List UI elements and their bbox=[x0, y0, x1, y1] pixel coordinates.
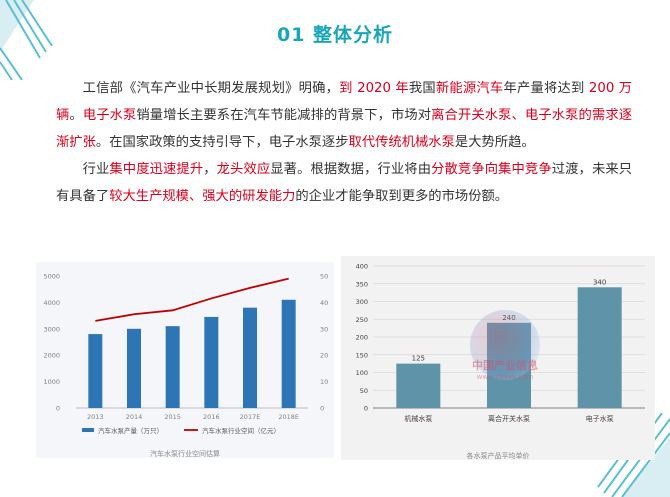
y-tick-label: 3000 bbox=[43, 325, 60, 333]
bar bbox=[243, 307, 257, 408]
text-run: 销量增长主要系在汽车节能减排的背景下，市场对 bbox=[136, 108, 432, 123]
production-chart-svg: 0 1000 2000 3000 4000 5000 0 10 20 30 40 50 2013 2014… bbox=[43, 273, 328, 436]
bar bbox=[396, 363, 441, 408]
watermark-name: 中国产业信息 bbox=[472, 359, 538, 372]
corner-decoration-top-left bbox=[0, 0, 53, 80]
y-tick-label: 5000 bbox=[43, 273, 60, 281]
y-tick-label: 400 bbox=[356, 263, 368, 271]
watermark-logo bbox=[470, 310, 540, 380]
legend-swatch-bar bbox=[82, 428, 94, 432]
data-label: 340 bbox=[593, 278, 606, 286]
bar bbox=[204, 316, 219, 408]
price-chart-svg: 0 50 100 150 200 250 300 350 400 125 机械水泵 240 离合开关水泵… bbox=[356, 263, 645, 423]
y-tick-label: 150 bbox=[356, 351, 368, 359]
highlight-text: 到 2020 年 bbox=[339, 81, 409, 96]
bar bbox=[281, 299, 296, 408]
x-tick-label: 离合开关水泵 bbox=[488, 414, 530, 423]
y-tick-label: 2000 bbox=[43, 352, 60, 360]
highlight-text: 分散竞争向集中竞争 bbox=[431, 162, 552, 177]
y-tick-label: 300 bbox=[356, 298, 368, 306]
y-tick-label: 1000 bbox=[43, 378, 60, 386]
y2-tick-label: 20 bbox=[320, 352, 328, 360]
text-run: ， bbox=[203, 162, 217, 177]
y2-tick-label: 30 bbox=[320, 325, 328, 333]
data-label: 240 bbox=[502, 314, 515, 322]
bar bbox=[577, 287, 622, 408]
chart1-caption: 汽车水泵行业空间估算 bbox=[150, 450, 220, 458]
highlight-text: 较大生产规模、强大的研发能力 bbox=[109, 189, 296, 204]
x-tick-label: 2013 bbox=[87, 413, 104, 421]
text-run: 我国 bbox=[408, 81, 436, 96]
y-tick-label: 250 bbox=[356, 316, 368, 324]
data-label: 125 bbox=[412, 355, 425, 363]
legend-label: 汽车水泵行业空间（亿元） bbox=[202, 426, 280, 435]
text-run: 显著。根据数据，行业将由 bbox=[270, 162, 432, 177]
text-run: 过渡，未来只有具备了 bbox=[56, 162, 633, 204]
y2-tick-label: 10 bbox=[320, 378, 328, 386]
x-tick-label: 机械水泵 bbox=[404, 414, 432, 423]
highlight-text: 取代传统机械水泵 bbox=[348, 135, 455, 150]
body-text: 工信部《汽车产业中长期发展规划》明确，到 2020 年我国新能源汽车年产量将达到… bbox=[56, 75, 632, 210]
y-tick-label: 350 bbox=[356, 280, 368, 288]
y-tick-label: 50 bbox=[360, 387, 368, 395]
x-tick-label: 2016 bbox=[203, 413, 220, 421]
highlight-text: 离合开关水泵、电子水泵的需求逐渐扩张 bbox=[56, 108, 633, 150]
y-tick-label: 0 bbox=[364, 405, 368, 413]
x-tick-label: 2017E bbox=[240, 413, 261, 421]
x-tick-label: 电子水泵 bbox=[586, 414, 614, 423]
text-run: 年产量将达到 bbox=[503, 81, 589, 96]
bar bbox=[88, 334, 103, 408]
y2-tick-label: 40 bbox=[320, 299, 328, 307]
y-tick-label: 4000 bbox=[43, 299, 60, 307]
y-tick-label: 0 bbox=[56, 405, 60, 413]
production-chart: 0 1000 2000 3000 4000 5000 0 10 20 30 40 50 2013 2014… bbox=[36, 262, 334, 458]
y2-tick-label: 0 bbox=[320, 405, 324, 413]
highlight-text: 200 万辆 bbox=[56, 81, 633, 123]
watermark-url: www.chyxx.com bbox=[476, 373, 534, 381]
text-run: 工信部《汽车产业中长期发展规划》明确， bbox=[82, 81, 340, 96]
chart2-caption: 各水泵产品平均单价 bbox=[466, 452, 530, 460]
highlight-text: 龙头效应 bbox=[216, 162, 271, 177]
page-title: 01 整体分析 bbox=[276, 24, 394, 46]
y-tick-label: 200 bbox=[356, 334, 368, 342]
paragraph: 工信部《汽车产业中长期发展规划》明确，到 2020 年我国新能源汽车年产量将达到… bbox=[56, 75, 632, 156]
x-tick-label: 2018E bbox=[278, 413, 299, 421]
text-run: 。在国家政策的支持引导下，电子水泵逐步 bbox=[95, 135, 349, 150]
x-tick-label: 2014 bbox=[126, 413, 143, 421]
highlight-text: 电子水泵 bbox=[82, 108, 137, 123]
text-run: 。 bbox=[69, 108, 83, 123]
highlight-text: 新能源汽车 bbox=[435, 81, 504, 96]
paragraph: 行业集中度迅速提升，龙头效应显著。根据数据，行业将由分散竞争向集中竞争过渡，未来… bbox=[56, 156, 632, 210]
bar bbox=[127, 328, 141, 408]
price-chart: 0 50 100 150 200 250 300 350 400 125 机械水泵 240 离合开关水泵… bbox=[341, 256, 655, 460]
highlight-text: 集中度迅速提升 bbox=[109, 162, 204, 177]
text-run: 行业 bbox=[82, 162, 110, 177]
text-run: 是大势所趋。 bbox=[454, 135, 535, 150]
y2-tick-label: 50 bbox=[320, 273, 328, 281]
x-tick-label: 2015 bbox=[164, 413, 181, 421]
y-tick-label: 100 bbox=[356, 369, 368, 377]
bar bbox=[165, 326, 180, 408]
bar bbox=[487, 322, 531, 408]
text-run: 的企业才能争取到更多的市场份额。 bbox=[295, 189, 509, 204]
legend-label: 汽车水泵产量（万只） bbox=[98, 426, 163, 435]
series-line bbox=[95, 277, 289, 322]
